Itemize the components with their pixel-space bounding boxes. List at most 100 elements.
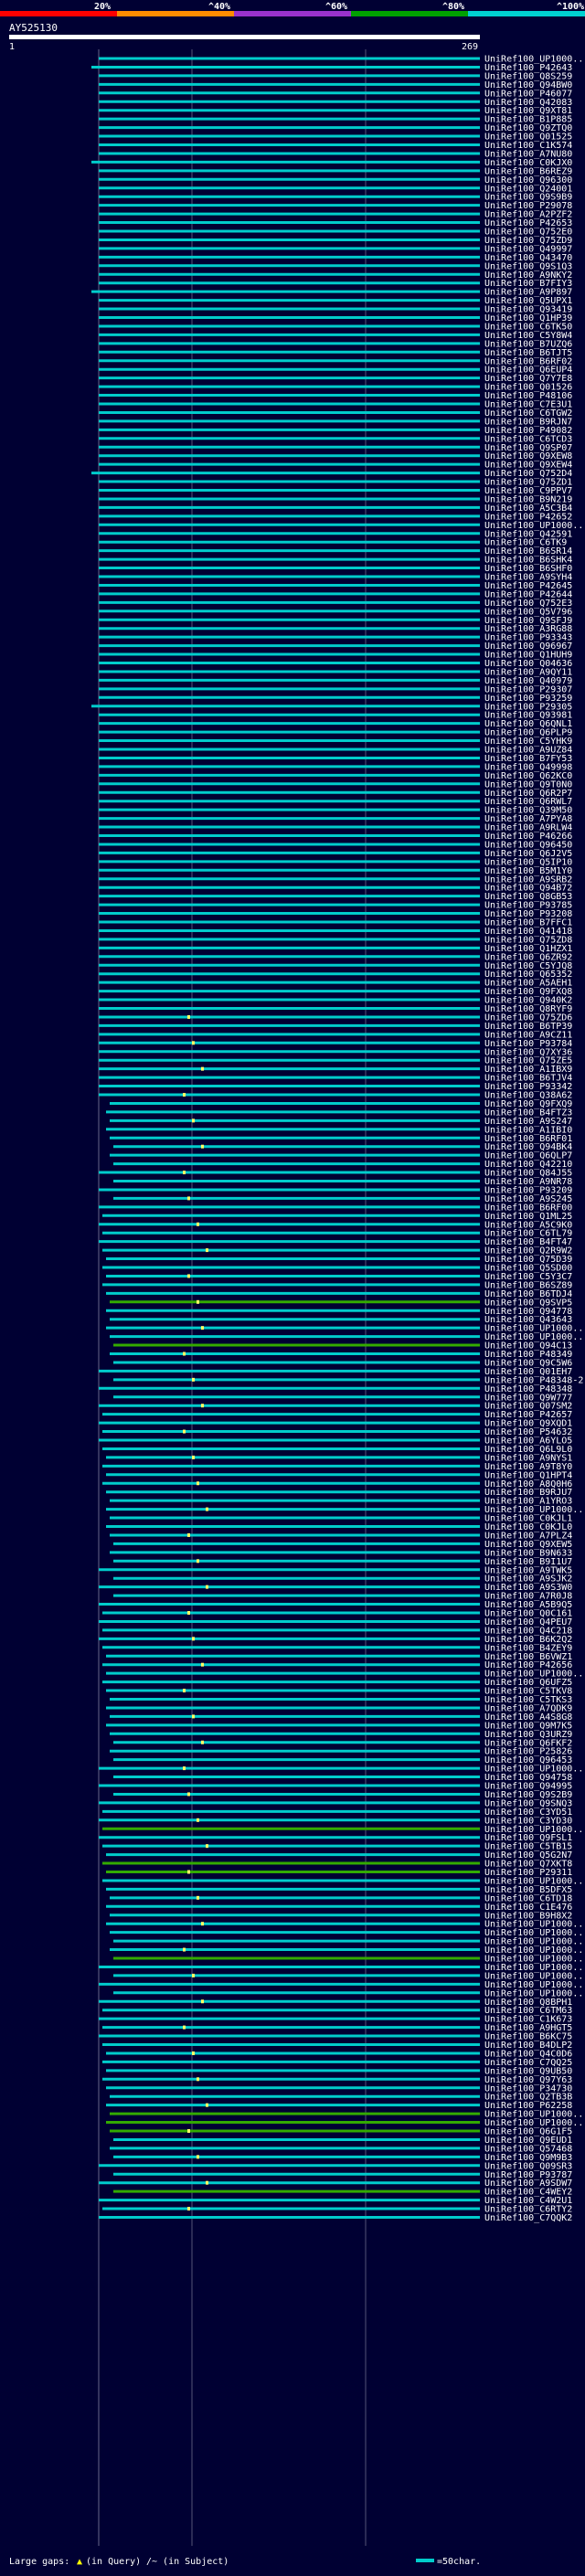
hit-label[interactable]: UniRef100_A7QDK9 xyxy=(484,1703,572,1713)
hit-label[interactable]: UniRef100_C6TK9 xyxy=(484,538,567,548)
hit-label[interactable]: UniRef100_B7FIY3 xyxy=(484,279,572,289)
hit-label[interactable]: UniRef100_Q8RYF9 xyxy=(484,1004,572,1014)
hit-label[interactable]: UniRef100_A7PLZ4 xyxy=(484,1531,572,1541)
hit-label[interactable]: UniRef100_B6SHK4 xyxy=(484,556,572,566)
hit-label[interactable]: UniRef100_Q75ZD8 xyxy=(484,935,572,945)
hit-label[interactable]: UniRef100_Q9ZTQ0 xyxy=(484,123,572,133)
hit-label[interactable]: UniRef100_Q9SFJ9 xyxy=(484,616,572,626)
hit-label[interactable]: UniRef100_C0KJL1 xyxy=(484,1514,572,1524)
hit-label[interactable]: UniRef100_Q1HP39 xyxy=(484,313,572,323)
hit-label[interactable]: UniRef100_C0KJL0 xyxy=(484,1522,572,1532)
hit-label[interactable]: UniRef100_B9N219 xyxy=(484,494,572,504)
hit-label[interactable]: UniRef100_Q75ZD6 xyxy=(484,1012,572,1023)
hit-label[interactable]: UniRef100_P48348-2 xyxy=(484,1375,583,1385)
hit-label[interactable]: UniRef100_Q9M7K5 xyxy=(484,1721,572,1731)
hit-label[interactable]: UniRef100_A9HGT5 xyxy=(484,2023,572,2033)
hit-label[interactable]: UniRef100_Q1HPT4 xyxy=(484,1470,572,1480)
hit-label[interactable]: UniRef100_Q4C218 xyxy=(484,1626,572,1636)
hit-label[interactable]: UniRef100_P62258 xyxy=(484,2101,572,2111)
hit-label[interactable]: UniRef100_Q1ML25 xyxy=(484,1212,572,1222)
hit-label[interactable]: UniRef100_Q9S2B9 xyxy=(484,1790,572,1800)
hit-label[interactable]: UniRef100_Q49998 xyxy=(484,762,572,772)
hit-label[interactable]: UniRef100_A1IBI0 xyxy=(484,1125,572,1135)
hit-label[interactable]: UniRef100_UP1000.. xyxy=(484,1955,583,1965)
hit-label[interactable]: UniRef100_B1P885 xyxy=(484,115,572,125)
hit-label[interactable]: UniRef100_A9SDW7 xyxy=(484,2178,572,2189)
hit-label[interactable]: UniRef100_P48348 xyxy=(484,1384,572,1394)
hit-label[interactable]: UniRef100_Q41418 xyxy=(484,927,572,937)
hit-label[interactable]: UniRef100_B9RJU7 xyxy=(484,1488,572,1498)
hit-label[interactable]: UniRef100_Q04636 xyxy=(484,659,572,669)
hit-label[interactable]: UniRef100_Q9UB50 xyxy=(484,2066,572,2076)
hit-label[interactable]: UniRef100_Q9W777 xyxy=(484,1393,572,1403)
hit-label[interactable]: UniRef100_P42653 xyxy=(484,218,572,228)
hit-label[interactable]: UniRef100_C6RTY2 xyxy=(484,2205,572,2215)
hit-label[interactable]: UniRef100_C5TB15 xyxy=(484,1842,572,1852)
hit-label[interactable]: UniRef100_Q40979 xyxy=(484,676,572,686)
hit-label[interactable]: UniRef100_Q01525 xyxy=(484,133,572,143)
hit-label[interactable]: UniRef100_Q9XT81 xyxy=(484,106,572,116)
hit-label[interactable]: UniRef100_P93208 xyxy=(484,909,572,919)
hit-label[interactable]: UniRef100_Q9XEW5 xyxy=(484,1540,572,1550)
hit-label[interactable]: UniRef100_C1E476 xyxy=(484,1903,572,1913)
hit-label[interactable]: UniRef100_Q9S1Q3 xyxy=(484,261,572,271)
hit-label[interactable]: UniRef100_C6TK50 xyxy=(484,322,572,332)
hit-label[interactable]: UniRef100_P42657 xyxy=(484,1410,572,1420)
hit-label[interactable]: UniRef100_B6KC75 xyxy=(484,2032,572,2042)
hit-label[interactable]: UniRef100_UP1000.. xyxy=(484,1332,583,1342)
hit-label[interactable]: UniRef100_B6SR14 xyxy=(484,546,572,557)
hit-label[interactable]: UniRef100_UP1000.. xyxy=(484,521,583,531)
hit-label[interactable]: UniRef100_Q9T0N0 xyxy=(484,779,572,790)
hit-label[interactable]: UniRef100_B9N633 xyxy=(484,1548,572,1558)
hit-label[interactable]: UniRef100_C5YJQ8 xyxy=(484,961,572,971)
hit-label[interactable]: UniRef100_Q2TB3B xyxy=(484,2093,572,2103)
hit-label[interactable]: UniRef100_UP1000.. xyxy=(484,1988,583,1998)
hit-label[interactable]: UniRef100_C5TKV8 xyxy=(484,1687,572,1697)
hit-label[interactable]: UniRef100_Q4C0D6 xyxy=(484,2049,572,2059)
hit-label[interactable]: UniRef100_Q62KC0 xyxy=(484,771,572,781)
hit-label[interactable]: UniRef100_P93785 xyxy=(484,901,572,911)
hit-label[interactable]: UniRef100_Q9SNQ3 xyxy=(484,1798,572,1808)
hit-label[interactable]: UniRef100_B6K2Q2 xyxy=(484,1635,572,1645)
hit-label[interactable]: UniRef100_Q6EUP4 xyxy=(484,366,572,376)
hit-label[interactable]: UniRef100_P34730 xyxy=(484,2083,572,2094)
hit-label[interactable]: UniRef100_Q75ZD9 xyxy=(484,236,572,246)
hit-label[interactable]: UniRef100_B6TJV4 xyxy=(484,1074,572,1084)
hit-label[interactable]: UniRef100_A3RG88 xyxy=(484,624,572,634)
hit-label[interactable]: UniRef100_Q94B72 xyxy=(484,884,572,894)
hit-label[interactable]: UniRef100_Q7XY36 xyxy=(484,1047,572,1057)
hit-label[interactable]: UniRef100_C0KJX0 xyxy=(484,158,572,168)
hit-label[interactable]: UniRef100_Q43643 xyxy=(484,1315,572,1325)
hit-label[interactable]: UniRef100_A9TWK5 xyxy=(484,1565,572,1575)
hit-label[interactable]: UniRef100_Q42083 xyxy=(484,98,572,108)
hit-label[interactable]: UniRef100_UP1000.. xyxy=(484,1937,583,1947)
hit-label[interactable]: UniRef100_C5Y3C7 xyxy=(484,1272,572,1282)
hit-label[interactable]: UniRef100_Q6G1F5 xyxy=(484,2127,572,2137)
hit-label[interactable]: UniRef100_P42652 xyxy=(484,512,572,522)
hit-label[interactable]: UniRef100_Q7XKT8 xyxy=(484,1860,572,1870)
hit-label[interactable]: UniRef100_Q1HUH9 xyxy=(484,651,572,661)
hit-label[interactable]: UniRef100_Q6FKF2 xyxy=(484,1738,572,1748)
hit-label[interactable]: UniRef100_Q9FXQ9 xyxy=(484,1099,572,1109)
hit-label[interactable]: UniRef100_Q93981 xyxy=(484,711,572,721)
hit-label[interactable]: UniRef100_Q96450 xyxy=(484,840,572,850)
hit-label[interactable]: UniRef100_Q01EH7 xyxy=(484,1367,572,1377)
hit-label[interactable]: UniRef100_UP1000.. xyxy=(484,55,583,65)
hit-label[interactable]: UniRef100_C5YHK9 xyxy=(484,737,572,747)
hit-label[interactable]: UniRef100_B6REZ9 xyxy=(484,166,572,176)
hit-label[interactable]: UniRef100_A1YRO3 xyxy=(484,1497,572,1507)
hit-label[interactable]: UniRef100_Q6ZR92 xyxy=(484,952,572,962)
hit-label[interactable]: UniRef100_Q49997 xyxy=(484,244,572,254)
hit-label[interactable]: UniRef100_Q7Y7E8 xyxy=(484,374,572,384)
hit-label[interactable]: UniRef100_Q9S9B9 xyxy=(484,193,572,203)
hit-label[interactable]: UniRef100_Q9FSL1 xyxy=(484,1833,572,1843)
hit-label[interactable]: UniRef100_Q5SD00 xyxy=(484,1264,572,1274)
hit-label[interactable]: UniRef100_C1K574 xyxy=(484,141,572,151)
hit-label[interactable]: UniRef100_Q6RWL7 xyxy=(484,797,572,807)
hit-label[interactable]: UniRef100_UP1000.. xyxy=(484,1980,583,1990)
hit-label[interactable]: UniRef100_Q94995 xyxy=(484,1782,572,1792)
hit-label[interactable]: UniRef100_A9RLW4 xyxy=(484,823,572,833)
hit-label[interactable]: UniRef100_B6SHF0 xyxy=(484,564,572,574)
hit-label[interactable]: UniRef100_Q9FXQ8 xyxy=(484,987,572,997)
hit-label[interactable]: UniRef100_Q65352 xyxy=(484,970,572,980)
